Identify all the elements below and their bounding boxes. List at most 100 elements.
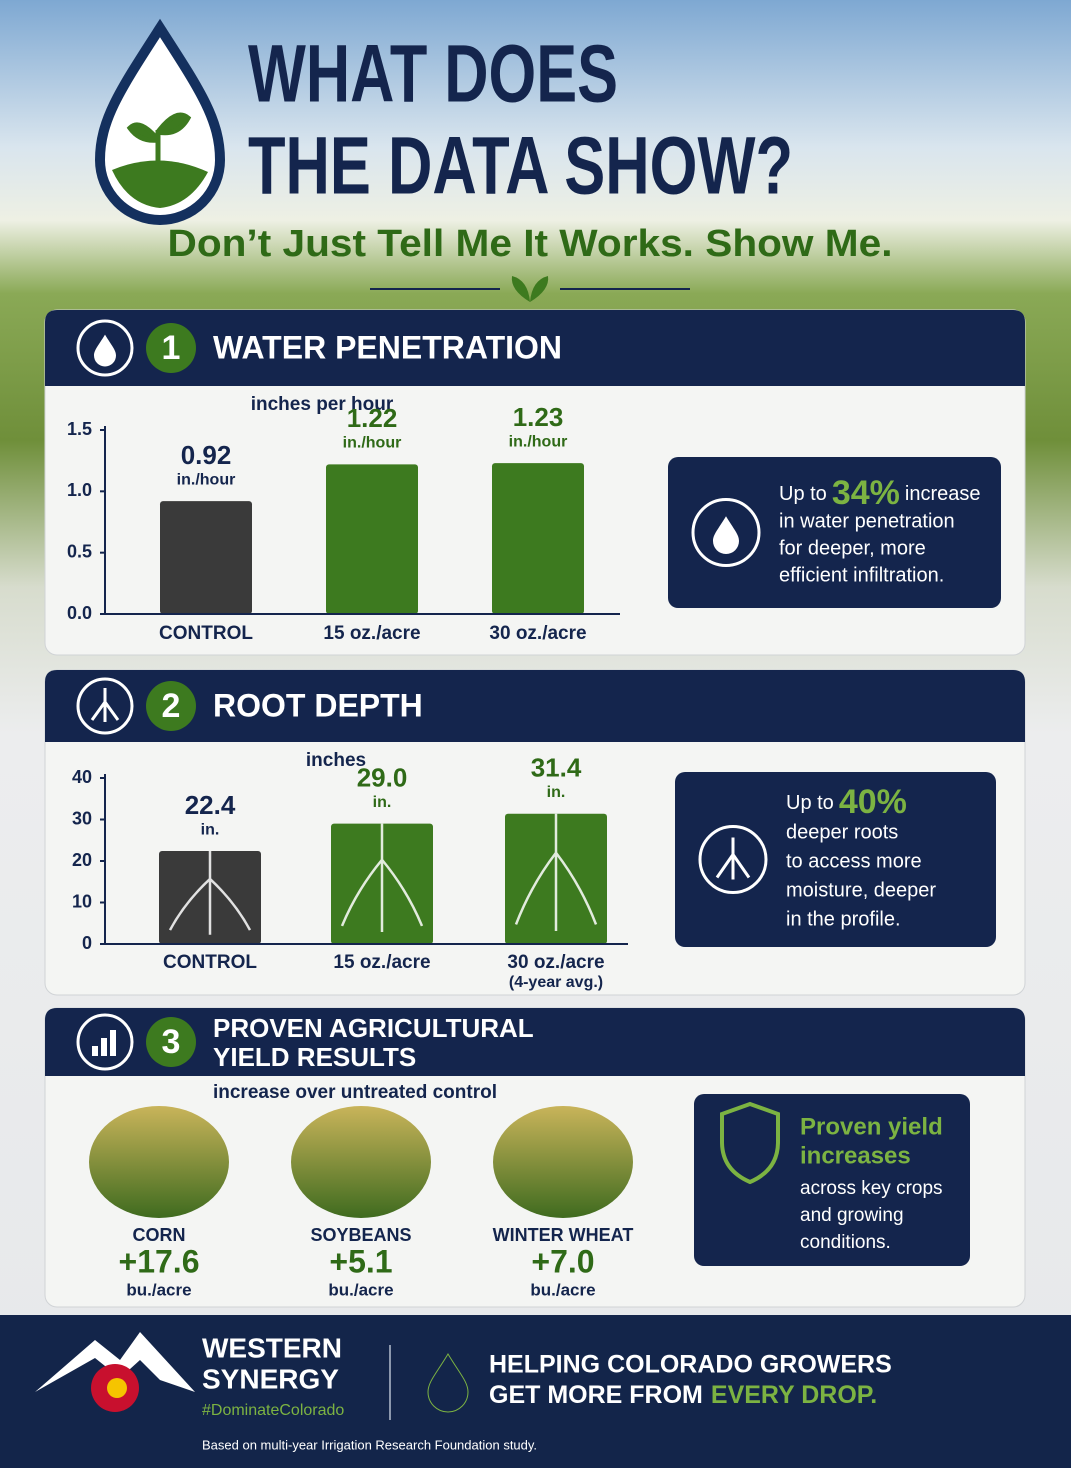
- callout-headline: increases: [800, 1142, 911, 1169]
- axis-label: inches: [306, 750, 366, 771]
- callout-icon-ring: [698, 825, 768, 894]
- root-illustration: [340, 823, 424, 932]
- y-tick-label: 30: [72, 808, 92, 828]
- drop-icon: [427, 1353, 469, 1413]
- callout-icon-ring: [691, 498, 761, 567]
- callout-box: [694, 1094, 970, 1266]
- bars-icon: [110, 1030, 116, 1056]
- bar: [160, 501, 252, 614]
- icon-ring: [76, 1013, 134, 1071]
- drop-icon: [713, 516, 739, 554]
- y-tick-label: 0.5: [67, 541, 92, 561]
- tagline: GET MORE FROM EVERY DROP.: [489, 1381, 877, 1409]
- callout-line: efficient infiltration.: [779, 564, 944, 586]
- callout-lead-text: Up to: [779, 483, 827, 505]
- value-label: 1.23: [513, 402, 564, 432]
- section-title: ROOT DEPTH: [213, 687, 423, 723]
- tagline-text: GET MORE FROM: [489, 1381, 703, 1409]
- bars-icon: [101, 1038, 107, 1056]
- y-tick-label: 1.5: [67, 419, 92, 439]
- logo-field: [112, 160, 208, 208]
- crop-name: CORN: [133, 1225, 186, 1245]
- value-unit: in.: [547, 784, 566, 801]
- brand: WESTERN: [202, 1332, 342, 1363]
- crop-name: SOYBEANS: [310, 1225, 411, 1245]
- root-icon: [90, 688, 120, 722]
- section-number: 1: [162, 329, 181, 367]
- value-unit: in.: [373, 794, 392, 811]
- y-tick-label: 20: [72, 850, 92, 870]
- drop-icon: [94, 334, 117, 367]
- value-label: 1.22: [347, 403, 398, 433]
- x-tick-label: 30 oz./acre: [507, 952, 604, 973]
- callout-line: deeper roots: [786, 821, 898, 843]
- crop-unit: bu./acre: [530, 1280, 595, 1299]
- value-unit: in.: [201, 821, 220, 838]
- section-title: YIELD RESULTS: [213, 1042, 416, 1072]
- value-label: 29.0: [357, 763, 408, 793]
- x-tick-label: 30 oz./acre: [489, 623, 586, 644]
- crop-value: +17.6: [119, 1243, 200, 1279]
- root-illustration: [514, 813, 598, 931]
- title-line: WHAT DOES: [248, 29, 618, 120]
- value-label: 22.4: [185, 790, 236, 820]
- crop-name: WINTER WHEAT: [493, 1225, 634, 1245]
- section-title: PROVEN AGRICULTURAL: [213, 1013, 534, 1043]
- value-unit: in./hour: [177, 471, 236, 488]
- y-tick-label: 1.0: [67, 480, 92, 500]
- crop-photo: [89, 1106, 229, 1218]
- x-tick-label: 15 oz./acre: [323, 623, 420, 644]
- yield-subtitle: increase over untreated control: [213, 1082, 497, 1103]
- section-title: WATER PENETRATION: [213, 329, 562, 365]
- bar: [492, 463, 584, 614]
- callout-highlight: 34%: [832, 474, 900, 512]
- crop-value: +5.1: [329, 1243, 392, 1279]
- value-label: 31.4: [531, 753, 582, 783]
- callout-line: conditions.: [800, 1232, 891, 1253]
- callout-box: [668, 457, 1001, 608]
- y-tick-label: 10: [72, 891, 92, 911]
- x-tick-label: 15 oz./acre: [333, 952, 430, 973]
- y-tick-label: 40: [72, 767, 92, 787]
- panel-header: [45, 310, 1025, 386]
- number-badge: [146, 323, 196, 373]
- panel-header: [45, 670, 1025, 742]
- axis-label: inches per hour: [251, 394, 394, 415]
- shield-icon: [720, 1101, 780, 1185]
- callout-line: and growing: [800, 1205, 904, 1226]
- y-tick-label: 0.0: [67, 603, 92, 623]
- tagline: HELPING COLORADO GROWERS: [489, 1351, 892, 1379]
- value-label: 0.92: [181, 440, 232, 470]
- leaf-icon: [511, 276, 549, 302]
- hashtag: #DominateColorado: [202, 1402, 344, 1419]
- callout-line: across key crops: [800, 1178, 943, 1199]
- icon-ring: [76, 319, 134, 377]
- callout-line: in the profile.: [786, 908, 901, 930]
- bar: [326, 464, 418, 614]
- brand: SYNERGY: [202, 1363, 339, 1394]
- callout-lead: Up to 34% increase: [779, 474, 980, 512]
- content: 1 WATER PENETRATION inches per hour 0.0 0.5 1…: [35, 309, 1026, 1452]
- callout-lead: Up to 40%: [786, 783, 907, 821]
- crop-value: +7.0: [531, 1243, 594, 1279]
- crop-unit: bu./acre: [126, 1280, 191, 1299]
- number-badge: [146, 681, 196, 731]
- crop-unit: bu./acre: [328, 1280, 393, 1299]
- footer-band: [0, 1315, 1071, 1468]
- colorado-dot: [107, 1378, 127, 1398]
- section-number: 3: [162, 1023, 181, 1061]
- number-badge: [146, 1017, 196, 1067]
- root-illustration: [168, 851, 252, 935]
- tagline-highlight: EVERY DROP.: [711, 1381, 877, 1409]
- bars-icon: [92, 1046, 98, 1056]
- section-number: 2: [162, 687, 181, 725]
- panel-header: [45, 1008, 1025, 1076]
- logo-sprout: [126, 112, 192, 165]
- callout-box: [675, 772, 996, 947]
- callout-tail: increase: [905, 483, 981, 505]
- crop-photo: [291, 1106, 431, 1218]
- y-tick-label: 0: [82, 933, 92, 953]
- callout-highlight: 40%: [839, 783, 907, 821]
